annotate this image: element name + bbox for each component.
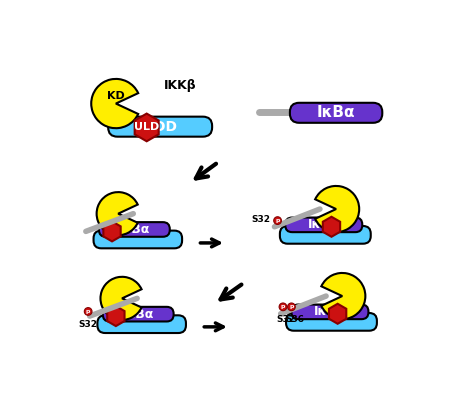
FancyBboxPatch shape bbox=[285, 217, 362, 232]
Text: IKKβ: IKKβ bbox=[164, 79, 196, 91]
Text: IκBα: IκBα bbox=[317, 105, 356, 120]
Text: SDD: SDD bbox=[144, 119, 177, 134]
FancyBboxPatch shape bbox=[103, 307, 173, 322]
Text: IκBα: IκBα bbox=[118, 223, 150, 236]
Polygon shape bbox=[329, 304, 346, 324]
Polygon shape bbox=[135, 113, 159, 141]
FancyBboxPatch shape bbox=[93, 231, 182, 248]
Wedge shape bbox=[91, 79, 138, 128]
Text: KD: KD bbox=[107, 91, 125, 101]
Text: IκBα: IκBα bbox=[122, 308, 154, 321]
Text: p: p bbox=[281, 304, 285, 309]
Text: S32: S32 bbox=[251, 215, 270, 224]
Text: ULD: ULD bbox=[134, 122, 159, 132]
Polygon shape bbox=[323, 217, 340, 237]
Circle shape bbox=[273, 217, 282, 225]
Circle shape bbox=[84, 308, 92, 315]
Circle shape bbox=[279, 303, 287, 311]
FancyBboxPatch shape bbox=[97, 315, 186, 333]
Wedge shape bbox=[100, 277, 142, 320]
Text: IκBα: IκBα bbox=[308, 218, 339, 231]
Text: S32: S32 bbox=[277, 315, 296, 324]
Text: p: p bbox=[289, 304, 293, 309]
Wedge shape bbox=[315, 186, 359, 232]
Text: S32: S32 bbox=[79, 320, 98, 329]
FancyBboxPatch shape bbox=[292, 304, 368, 319]
FancyBboxPatch shape bbox=[280, 226, 371, 244]
FancyBboxPatch shape bbox=[108, 117, 212, 137]
FancyBboxPatch shape bbox=[290, 103, 383, 123]
Polygon shape bbox=[107, 306, 125, 326]
Text: IκBα: IκBα bbox=[314, 305, 346, 318]
FancyBboxPatch shape bbox=[99, 222, 170, 237]
Circle shape bbox=[288, 303, 295, 311]
Text: S36: S36 bbox=[285, 315, 304, 324]
Wedge shape bbox=[97, 192, 138, 235]
Text: p: p bbox=[275, 218, 280, 223]
Wedge shape bbox=[321, 273, 365, 319]
FancyBboxPatch shape bbox=[286, 313, 377, 331]
Text: p: p bbox=[86, 309, 91, 314]
Polygon shape bbox=[103, 221, 121, 241]
